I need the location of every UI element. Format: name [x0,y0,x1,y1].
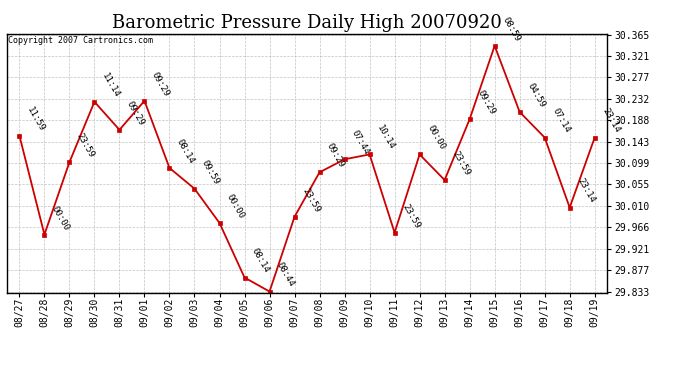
Text: 10:14: 10:14 [375,124,396,152]
Text: 08:59: 08:59 [500,15,522,43]
Text: 07:44: 07:44 [350,129,371,156]
Text: 23:14: 23:14 [575,177,596,205]
Text: 09:29: 09:29 [475,88,496,116]
Text: 09:29: 09:29 [150,70,171,98]
Text: 07:14: 07:14 [550,107,571,135]
Text: 23:59: 23:59 [450,150,471,177]
Text: 04:59: 04:59 [525,81,546,109]
Title: Barometric Pressure Daily High 20070920: Barometric Pressure Daily High 20070920 [112,14,502,32]
Text: 09:29: 09:29 [325,142,346,170]
Text: 09:29: 09:29 [125,99,146,127]
Text: 11:14: 11:14 [100,71,121,99]
Text: 00:00: 00:00 [425,124,446,152]
Text: 08:14: 08:14 [175,137,196,165]
Text: 08:44: 08:44 [275,261,296,289]
Text: 08:14: 08:14 [250,247,271,275]
Text: 00:00: 00:00 [50,204,71,232]
Text: 11:59: 11:59 [25,105,46,133]
Text: 09:59: 09:59 [200,158,221,186]
Text: 23:59: 23:59 [75,132,96,159]
Text: 00:00: 00:00 [225,192,246,220]
Text: Copyright 2007 Cartronics.com: Copyright 2007 Cartronics.com [8,36,153,45]
Text: 23:59: 23:59 [400,202,422,230]
Text: 23:14: 23:14 [600,107,622,135]
Text: 23:59: 23:59 [300,186,322,214]
